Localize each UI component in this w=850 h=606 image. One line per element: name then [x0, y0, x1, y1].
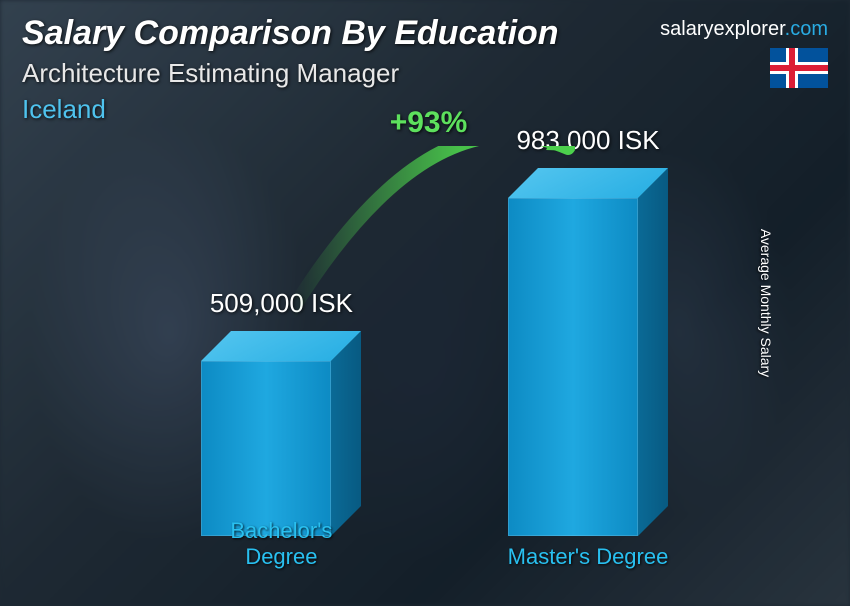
content-layer: Salary Comparison By Education Architect… — [0, 0, 850, 606]
percentage-increase: +93% — [390, 106, 468, 140]
iceland-flag-icon — [770, 48, 828, 88]
bar-value: 509,000 ISK — [161, 288, 401, 319]
bar-label: Master's Degree — [498, 544, 678, 570]
bar — [508, 198, 668, 536]
bar-side — [331, 331, 361, 536]
brand-suffix: .com — [785, 18, 828, 40]
bar-front — [508, 198, 638, 536]
bar — [201, 361, 361, 536]
bar-value: 983,000 ISK — [468, 125, 708, 156]
job-title: Architecture Estimating Manager — [22, 58, 399, 89]
brand-logo: salaryexplorer.com — [660, 18, 828, 41]
bar-side — [638, 168, 668, 536]
bar-label: Bachelor's Degree — [191, 518, 371, 570]
country-label: Iceland — [22, 94, 106, 125]
page-title: Salary Comparison By Education — [22, 14, 559, 53]
bar-front — [201, 361, 331, 536]
brand-text: salaryexplorer — [660, 18, 785, 40]
bar-chart: Bachelor's Degree 509,000 ISK Master's Deg… — [60, 146, 790, 576]
increase-arrow-icon — [60, 146, 790, 576]
